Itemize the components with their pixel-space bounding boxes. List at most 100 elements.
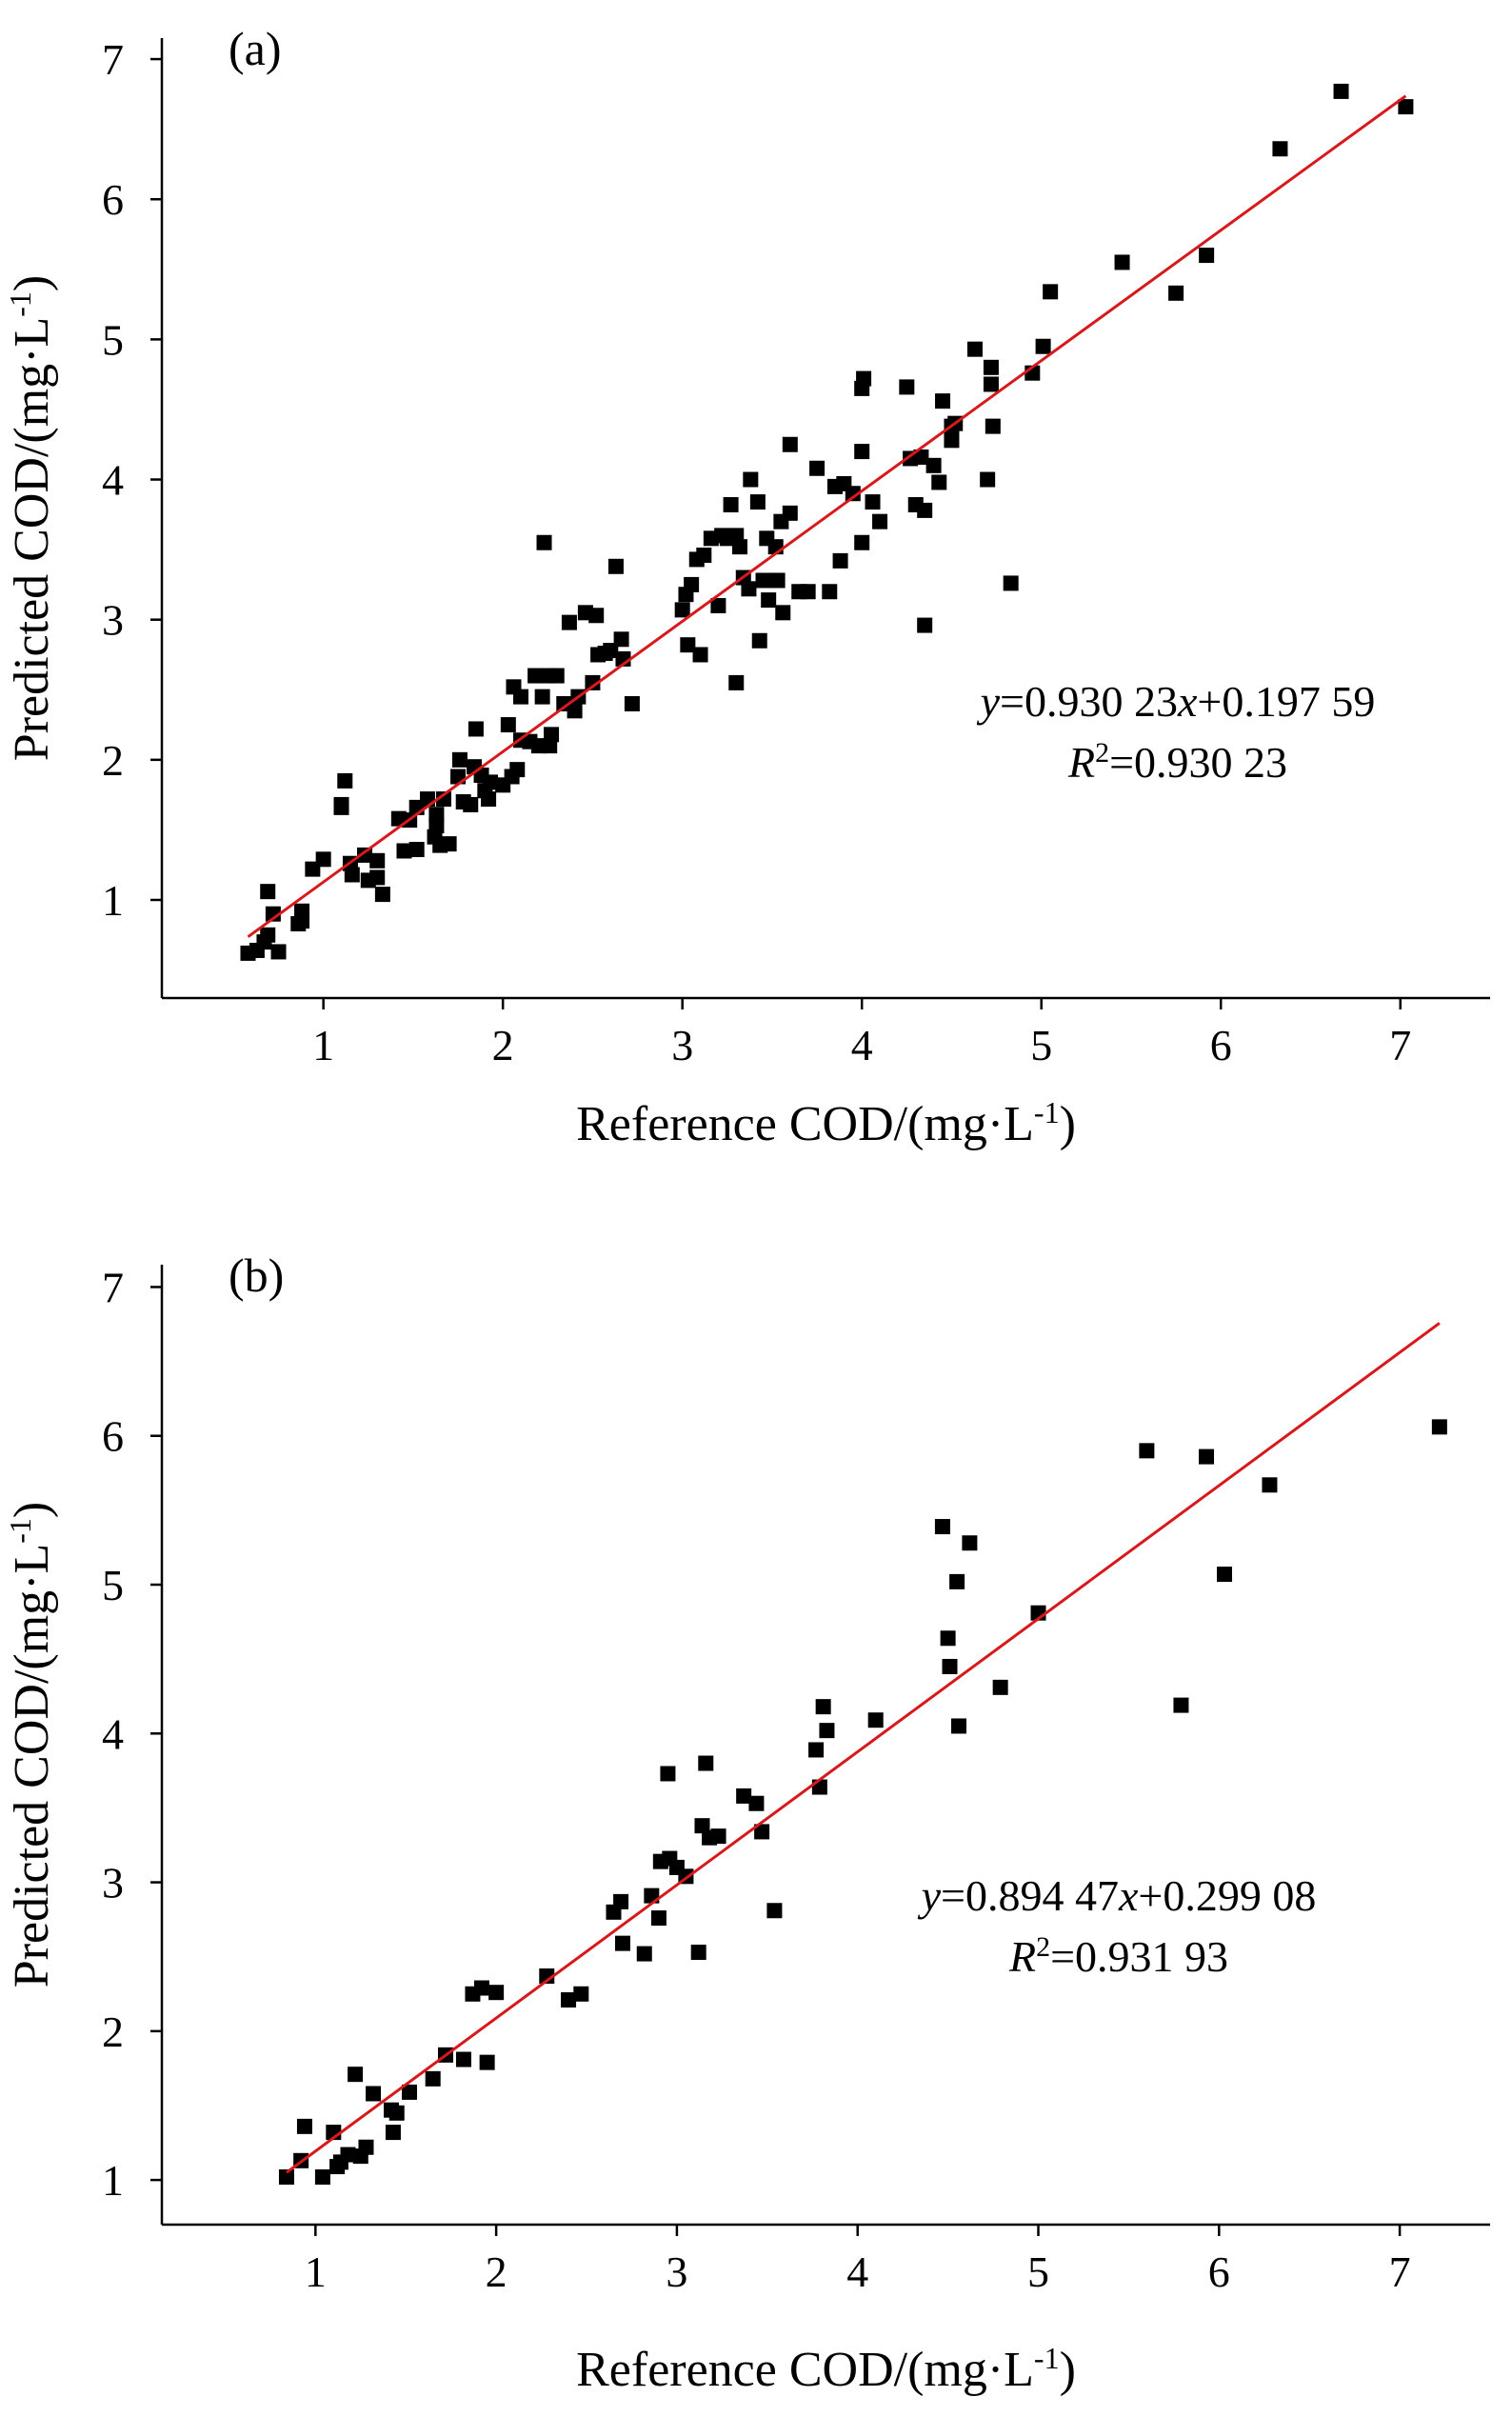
b-y-tick-label: 2 (102, 2008, 124, 2056)
a-data-point (1333, 83, 1349, 99)
a-y-axis-title: Predicted COD/(mg·L-1) (3, 275, 59, 761)
a-data-point (899, 379, 915, 395)
a-data-point (1035, 338, 1051, 354)
b-data-point (1139, 1443, 1155, 1459)
b-data-point (388, 2105, 405, 2121)
a-data-point (925, 457, 942, 473)
a-data-point (270, 944, 287, 960)
a-data-point (983, 359, 999, 375)
a-data-point (396, 843, 412, 859)
a-data-point (344, 867, 360, 883)
a-y-tick-label: 7 (102, 35, 124, 84)
b-data-point (385, 2125, 401, 2141)
a-data-point (482, 774, 498, 790)
a-data-point (917, 617, 933, 633)
a-data-point (420, 791, 435, 808)
b-r-squared: R2=0.931 93 (1008, 1931, 1228, 1982)
b-data-point (942, 1658, 958, 1674)
a-x-axis-title: Reference COD/(mg·L-1) (576, 1095, 1076, 1151)
a-data-point (509, 762, 526, 778)
b-x-tick-label: 7 (1389, 2247, 1411, 2296)
a-y-tick-label: 5 (102, 315, 124, 364)
b-data-point (348, 2067, 364, 2083)
b-y-tick-label: 5 (102, 1561, 124, 1609)
a-data-point (854, 534, 870, 550)
a-data-point (865, 494, 881, 510)
b-y-tick-label: 3 (102, 1859, 124, 1908)
a-data-point (534, 689, 550, 705)
a-data-point (775, 605, 791, 621)
a-data-point (696, 547, 712, 563)
b-data-point (296, 2118, 312, 2134)
a-data-point (723, 497, 739, 513)
b-data-point (358, 2139, 374, 2155)
a-regression-line (247, 94, 1407, 938)
a-data-point (567, 703, 583, 719)
a-data-point (561, 614, 577, 630)
b-data-point (314, 2168, 330, 2185)
a-data-point (751, 632, 767, 649)
b-data-point (573, 1986, 589, 2002)
a-data-point (1043, 284, 1059, 300)
b-data-point (819, 1723, 835, 1739)
a-y-tick-label: 3 (102, 596, 124, 645)
a-data-point (585, 674, 601, 690)
b-data-point (754, 1824, 770, 1840)
a-data-point (607, 558, 624, 574)
a-data-point (749, 494, 766, 510)
a-data-point (548, 668, 565, 684)
b-data-point (1262, 1477, 1278, 1493)
b-data-point (694, 1818, 710, 1834)
b-data-point (690, 1945, 706, 1961)
a-data-point (500, 717, 516, 733)
a-data-point (527, 668, 544, 684)
a-data-point (369, 852, 386, 869)
a-data-point (337, 772, 353, 789)
a-data-point (481, 791, 497, 808)
b-x-tick-label: 3 (666, 2247, 687, 2296)
a-x-tick-label: 4 (851, 1021, 873, 1069)
b-y-tick-label: 4 (102, 1709, 124, 1758)
a-data-point (782, 436, 798, 452)
a-data-point (451, 751, 468, 768)
a-data-point (435, 791, 451, 808)
a-data-point (1398, 99, 1414, 115)
a-data-point (854, 444, 870, 460)
a-data-point (769, 572, 786, 589)
b-data-point (951, 1718, 966, 1734)
a-data-point (710, 597, 726, 613)
a-data-point (692, 647, 708, 663)
a-data-point (966, 341, 983, 357)
a-data-point (761, 592, 777, 609)
a-panel-label: (a) (229, 22, 282, 75)
a-data-point (369, 869, 386, 886)
a-y-tick-label: 4 (102, 456, 124, 505)
b-data-point (366, 2086, 382, 2102)
a-x-tick-label: 3 (671, 1021, 693, 1069)
a-data-point (463, 796, 479, 812)
b-y-tick-label: 7 (102, 1263, 124, 1311)
b-data-point (934, 1519, 950, 1535)
b-data-point (278, 2168, 294, 2185)
b-y-tick-label: 1 (102, 2156, 124, 2205)
a-data-point (944, 432, 960, 449)
b-data-point (1431, 1419, 1447, 1435)
b-data-point (650, 1910, 666, 1927)
a-data-point (913, 449, 929, 465)
b-data-point (1199, 1448, 1215, 1465)
b-data-point (539, 1968, 555, 1985)
a-data-point (315, 851, 331, 868)
b-y-axis-title: Predicted COD/(mg·L-1) (3, 1502, 59, 1988)
a-data-point (544, 727, 560, 743)
b-regression-equation: y=0.894 47x+0.299 08 (918, 1871, 1317, 1920)
a-y-tick-label: 1 (102, 876, 124, 925)
a-data-point (674, 602, 690, 618)
b-x-tick-label: 4 (846, 2247, 868, 2296)
a-data-point (374, 887, 390, 903)
a-data-point (743, 471, 759, 488)
b-data-point (811, 1779, 827, 1795)
a-data-point (1272, 141, 1288, 157)
a-data-point (684, 576, 700, 592)
b-data-point (710, 1828, 726, 1845)
